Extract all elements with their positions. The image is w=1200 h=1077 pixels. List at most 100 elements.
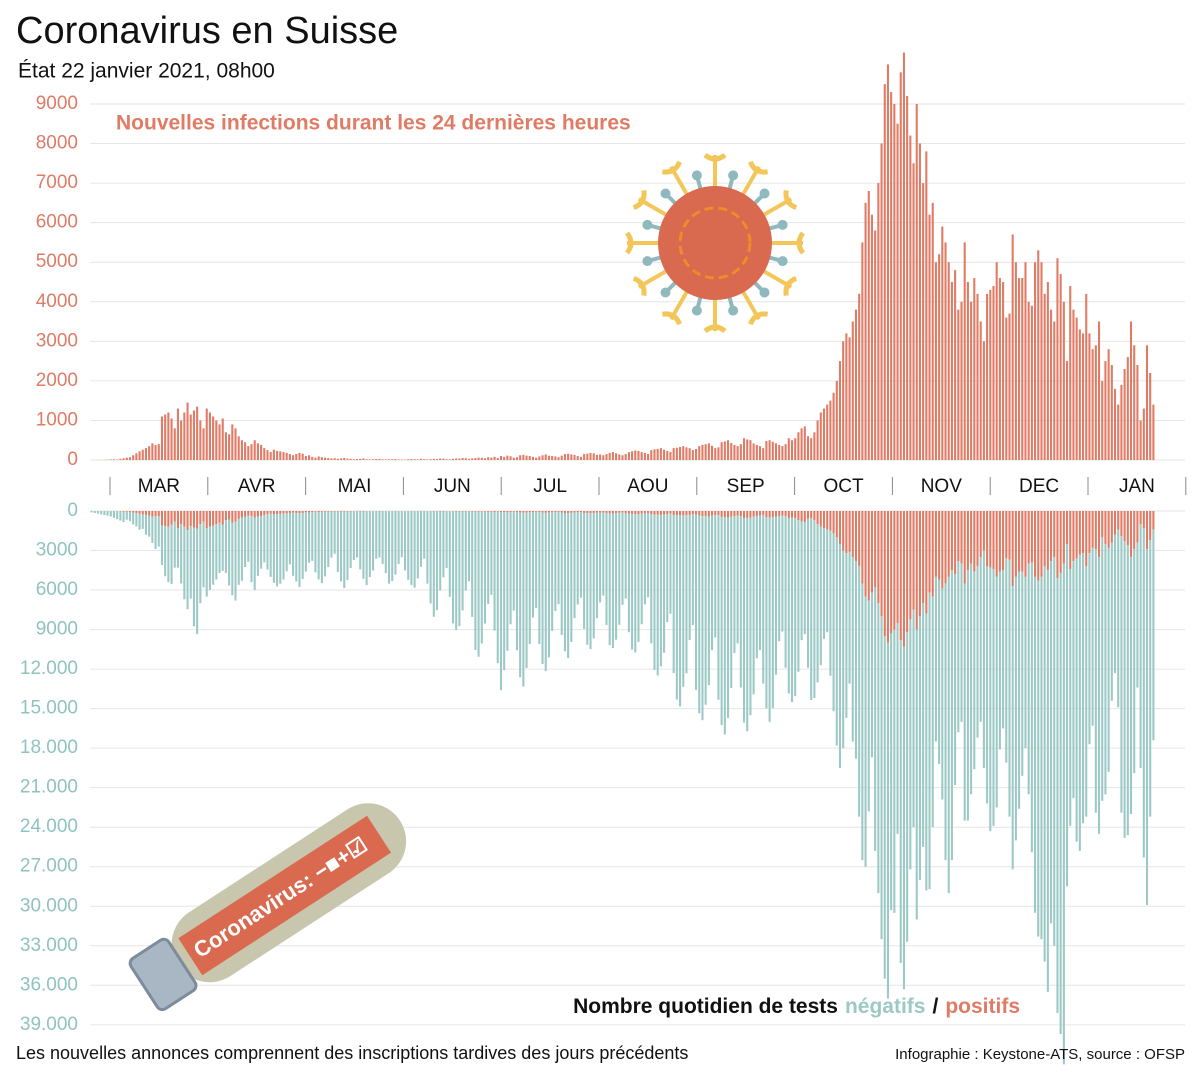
virus-spike-tip (777, 256, 788, 267)
bar-positive-tests (704, 511, 707, 517)
bar-positive-tests (1120, 511, 1123, 537)
bar-positive-tests (202, 511, 205, 522)
bar-positive-tests (771, 511, 774, 518)
bar-positive-tests (1024, 511, 1027, 577)
bar-positive-tests (164, 511, 167, 527)
bar-negative-tests (416, 511, 419, 579)
bar-negative-tests (695, 514, 698, 690)
bar-negative-tests (330, 511, 333, 558)
bar-negative-tests (976, 566, 979, 738)
bar-infections (295, 454, 298, 460)
bar-negative-tests (496, 511, 499, 664)
bar-positive-tests (471, 511, 474, 512)
bar-infections (832, 392, 835, 460)
bar-positive-tests (688, 511, 691, 515)
bar-negative-tests (1133, 549, 1136, 774)
bar-infections (263, 448, 266, 460)
bar-negative-tests (938, 579, 941, 764)
bar-infections (717, 447, 720, 460)
top-label: Nouvelles infections durant les 24 derni… (116, 112, 631, 135)
bar-positive-tests (669, 511, 672, 514)
bar-negative-tests (391, 511, 394, 582)
bar-positive-tests (666, 511, 669, 515)
bar-negative-tests (595, 512, 598, 619)
bar-infections (266, 450, 269, 460)
x-tick-label: SEP (727, 476, 765, 497)
bar-negative-tests (375, 511, 378, 559)
bar-positive-tests (151, 511, 154, 517)
bar-infections (496, 458, 499, 460)
bar-negative-tests (918, 616, 921, 880)
bar-positive-tests (263, 511, 266, 515)
bar-infections (736, 446, 739, 460)
bar-negative-tests (400, 511, 403, 558)
bar-positive-tests (579, 511, 582, 513)
bar-positive-tests (554, 511, 557, 513)
bar-infections (451, 458, 455, 460)
bar-infections (813, 432, 816, 460)
x-tick-label: MAI (338, 476, 372, 497)
bar-positive-tests (1046, 511, 1049, 571)
bar-infections (205, 408, 208, 460)
y2-tick-label: 3000 (36, 540, 78, 561)
bar-infections (522, 454, 525, 460)
bar-negative-tests (109, 511, 112, 517)
bar-infections (362, 458, 365, 460)
bar-negative-tests (870, 592, 873, 758)
bar-infections (1136, 365, 1139, 460)
bar-negative-tests (384, 511, 387, 574)
bar-infections (797, 432, 800, 460)
y-tick-label: 7000 (36, 172, 78, 193)
bar-negative-tests (915, 629, 918, 920)
bar-negative-tests (423, 511, 426, 559)
bar-negative-tests (1142, 528, 1145, 858)
bar-negative-tests (573, 512, 576, 619)
bar-infections (192, 410, 195, 460)
bar-negative-tests (410, 511, 413, 586)
bar-negative-tests (1097, 557, 1101, 834)
bar-infections (608, 452, 611, 460)
bar-positive-tests (637, 511, 640, 515)
bar-infections (976, 293, 979, 460)
bar-infections (173, 428, 176, 460)
bar-positive-tests (535, 511, 538, 512)
bar-negative-tests (164, 526, 167, 577)
bar-negative-tests (378, 511, 381, 558)
bar-negative-tests (490, 511, 493, 595)
bar-positive-tests (867, 511, 870, 601)
bar-negative-tests (317, 512, 320, 580)
bar-positive-tests (1126, 511, 1129, 546)
bar-negative-tests (106, 511, 109, 516)
bar-infections (183, 412, 186, 460)
bar-negative-tests (851, 557, 854, 742)
bar-negative-tests (714, 514, 717, 638)
bar-infections (122, 458, 125, 460)
bar-positive-tests (627, 511, 630, 514)
bar-infections (112, 459, 116, 460)
bar-positive-tests (787, 511, 790, 519)
bar-negative-tests (995, 576, 998, 808)
bar-infections (787, 438, 790, 460)
bar-negative-tests (394, 511, 397, 575)
bar-negative-tests (739, 516, 742, 688)
bar-infections (1002, 281, 1005, 460)
bar-infections (535, 457, 538, 460)
bar-negative-tests (755, 516, 758, 659)
y2-tick-label: 27.000 (20, 856, 78, 877)
y-tick-label: 5000 (36, 251, 78, 272)
bar-infections (372, 459, 375, 460)
bar-infections (989, 289, 992, 460)
bar-positive-tests (439, 511, 442, 512)
bar-infections (861, 242, 864, 460)
bar-negative-tests (509, 512, 512, 625)
bar-infections (998, 278, 1001, 460)
bar-infections (503, 456, 506, 460)
bar-positive-tests (682, 511, 685, 516)
bar-infections (343, 458, 346, 460)
bar-positive-tests (260, 511, 263, 517)
virus-spike-tip (796, 231, 806, 255)
bar-infections (1018, 278, 1021, 460)
bar-infections (250, 444, 253, 460)
bar-infections (426, 459, 429, 460)
bar-positive-tests (1066, 511, 1069, 544)
